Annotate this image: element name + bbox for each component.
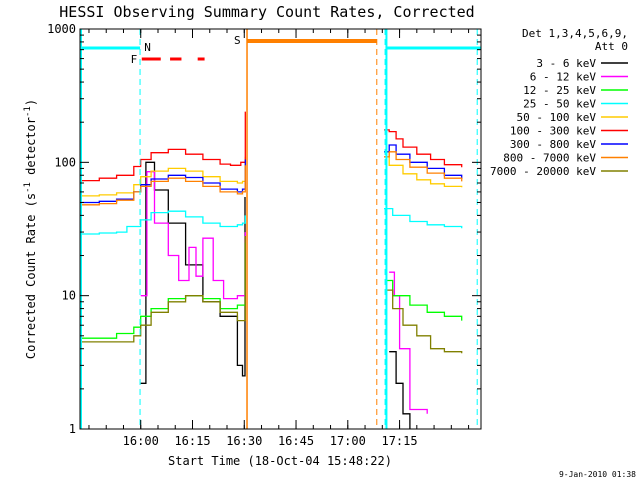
y-tick-label: 1000 [47, 22, 76, 36]
series-line [140, 171, 428, 414]
plot-frame [79, 28, 482, 430]
legend-label: 3 - 6 keV [536, 57, 596, 70]
legend-label: 50 - 100 keV [517, 111, 597, 124]
annotations: N S F [80, 29, 481, 429]
chart-title: HESSI Observing Summary Count Rates, Cor… [59, 3, 474, 21]
night-marker-label: N [144, 41, 151, 54]
legend-label: 12 - 25 keV [523, 84, 596, 97]
flare-marker-label: F [131, 53, 138, 66]
series-line [140, 161, 411, 429]
legend-label: 6 - 12 keV [530, 71, 597, 84]
y-axis: 1 10 100 1000 [47, 22, 481, 436]
x-tick-label: 16:45 [278, 434, 314, 448]
series-lines [80, 111, 463, 429]
footer-timestamp: 9-Jan-2010 01:38 [559, 470, 636, 479]
x-axis-label: Start Time (18-Oct-04 15:48:22) [168, 454, 392, 468]
series-line [80, 207, 463, 235]
series-line [80, 236, 463, 354]
y-tick-label: 100 [54, 155, 76, 169]
legend-label: 25 - 50 keV [523, 98, 596, 111]
x-tick-label: 16:15 [174, 434, 210, 448]
legend-label: 7000 - 20000 keV [490, 165, 596, 178]
series-line [80, 151, 463, 197]
x-tick-label: 16:30 [226, 434, 262, 448]
series-line [80, 242, 463, 339]
y-tick-label: 1 [69, 422, 76, 436]
y-axis-label: Corrected Count Rate (s-1 detector-1) [23, 99, 38, 359]
legend-label: 100 - 300 keV [510, 125, 596, 138]
legend-header-line-1: Det 1,3,4,5,6,9, [522, 27, 628, 40]
legend-label: 300 - 800 keV [510, 138, 596, 151]
saa-marker-label: S [234, 34, 241, 47]
y-tick-label: 10 [62, 289, 76, 303]
x-tick-label: 16:00 [123, 434, 159, 448]
series-line [80, 111, 463, 182]
legend-header-line-2: Att 0 [595, 40, 628, 53]
x-tick-label: 17:00 [330, 434, 366, 448]
legend-label: 800 - 7000 keV [503, 152, 596, 165]
x-tick-label: 17:15 [381, 434, 417, 448]
x-axis: 16:00 16:15 16:30 16:45 17:00 17:15 [88, 29, 470, 448]
series-line [80, 151, 463, 206]
